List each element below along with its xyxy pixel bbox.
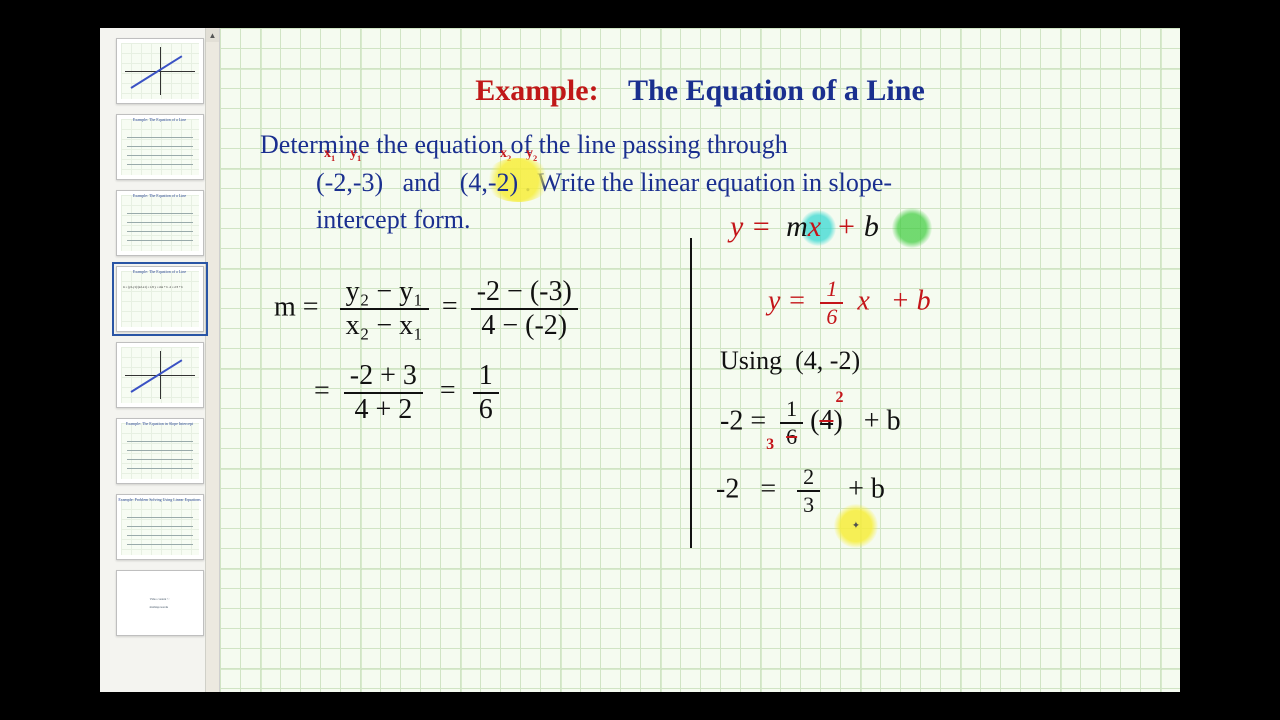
step2-den: 4 + 2 xyxy=(348,394,418,426)
slide-thumbnail-panel: ▲ Example: The Equation of a Line Example… xyxy=(100,28,220,692)
slide-thumbnail[interactable] xyxy=(116,342,204,408)
slope-step2: = -2 + 3 4 + 2 = 1 6 xyxy=(314,360,499,426)
step2-num: -2 + 3 xyxy=(344,360,423,394)
main-slide: Example: The Equation of a Line Determin… xyxy=(220,28,1180,692)
letterbox-top xyxy=(0,0,1280,28)
problem-line1: Determine the equation of the line passi… xyxy=(260,126,1150,164)
cursor-highlight: ✦ xyxy=(834,504,878,548)
title-main-text: The Equation of a Line xyxy=(628,74,925,107)
scroll-up-icon[interactable]: ▲ xyxy=(206,28,219,42)
slide-thumbnail[interactable]: Example: The Equation of a Linem = (y2-y… xyxy=(116,266,204,332)
slide-thumbnail[interactable]: Example: The Equation of a Line xyxy=(116,190,204,256)
and-text: and xyxy=(403,168,441,197)
slide-thumbnail[interactable]: Video content ©mathispower4u xyxy=(116,570,204,636)
vertical-divider xyxy=(690,238,692,548)
title-example-label: Example: xyxy=(475,74,598,107)
slope-intercept-form: y = mx + b xyxy=(730,210,879,244)
solve-step1: -2 = 1 6 3 (42) + b xyxy=(720,396,901,450)
formula-den: x₂ − x₁ xyxy=(340,310,429,342)
app-frame: ▲ Example: The Equation of a LineExample… xyxy=(100,28,1180,692)
result-num: 1 xyxy=(473,360,499,394)
line2-tail: . Write the linear equation in slope- xyxy=(525,168,892,197)
ann-y1: y1 xyxy=(350,146,361,163)
slide-thumbnail[interactable]: Example: The Equation of a Line xyxy=(116,114,204,180)
slope-m-eq: m = y₂ − y₁ x₂ − x₁ = -2 − (-3) 4 − (-2) xyxy=(274,276,578,342)
substituted-form: y = 1 6 x + b xyxy=(768,276,931,330)
point1-text: (-2,-3) xyxy=(316,168,383,197)
formula-num: y₂ − y₁ xyxy=(340,276,429,310)
result-den: 6 xyxy=(473,394,499,426)
ann-x1: x1 xyxy=(324,146,335,163)
problem-statement: Determine the equation of the line passi… xyxy=(260,126,1150,239)
cancel-3: 3 xyxy=(766,436,774,454)
problem-line2: (-2,-3) and (4,-2) . Write the linear eq… xyxy=(316,164,1150,202)
slide-thumbnail[interactable]: Example: Problem Solving Using Linear Eq… xyxy=(116,494,204,560)
point2-text: (4,-2) xyxy=(460,168,518,197)
using-point: Using (4, -2) xyxy=(720,346,860,376)
slide-title: Example: The Equation of a Line xyxy=(220,74,1180,108)
letterbox-bottom xyxy=(0,692,1280,720)
slide-thumbnail[interactable] xyxy=(116,38,204,104)
step1-num: -2 − (-3) xyxy=(471,276,578,310)
cancel-2: 2 xyxy=(835,389,843,407)
slide-thumbnail[interactable]: Example: The Equation in Slope Intercept xyxy=(116,418,204,484)
step1-den: 4 − (-2) xyxy=(475,310,573,342)
highlight-b xyxy=(892,208,932,248)
sidebar-scrollbar[interactable]: ▲ xyxy=(205,28,219,692)
